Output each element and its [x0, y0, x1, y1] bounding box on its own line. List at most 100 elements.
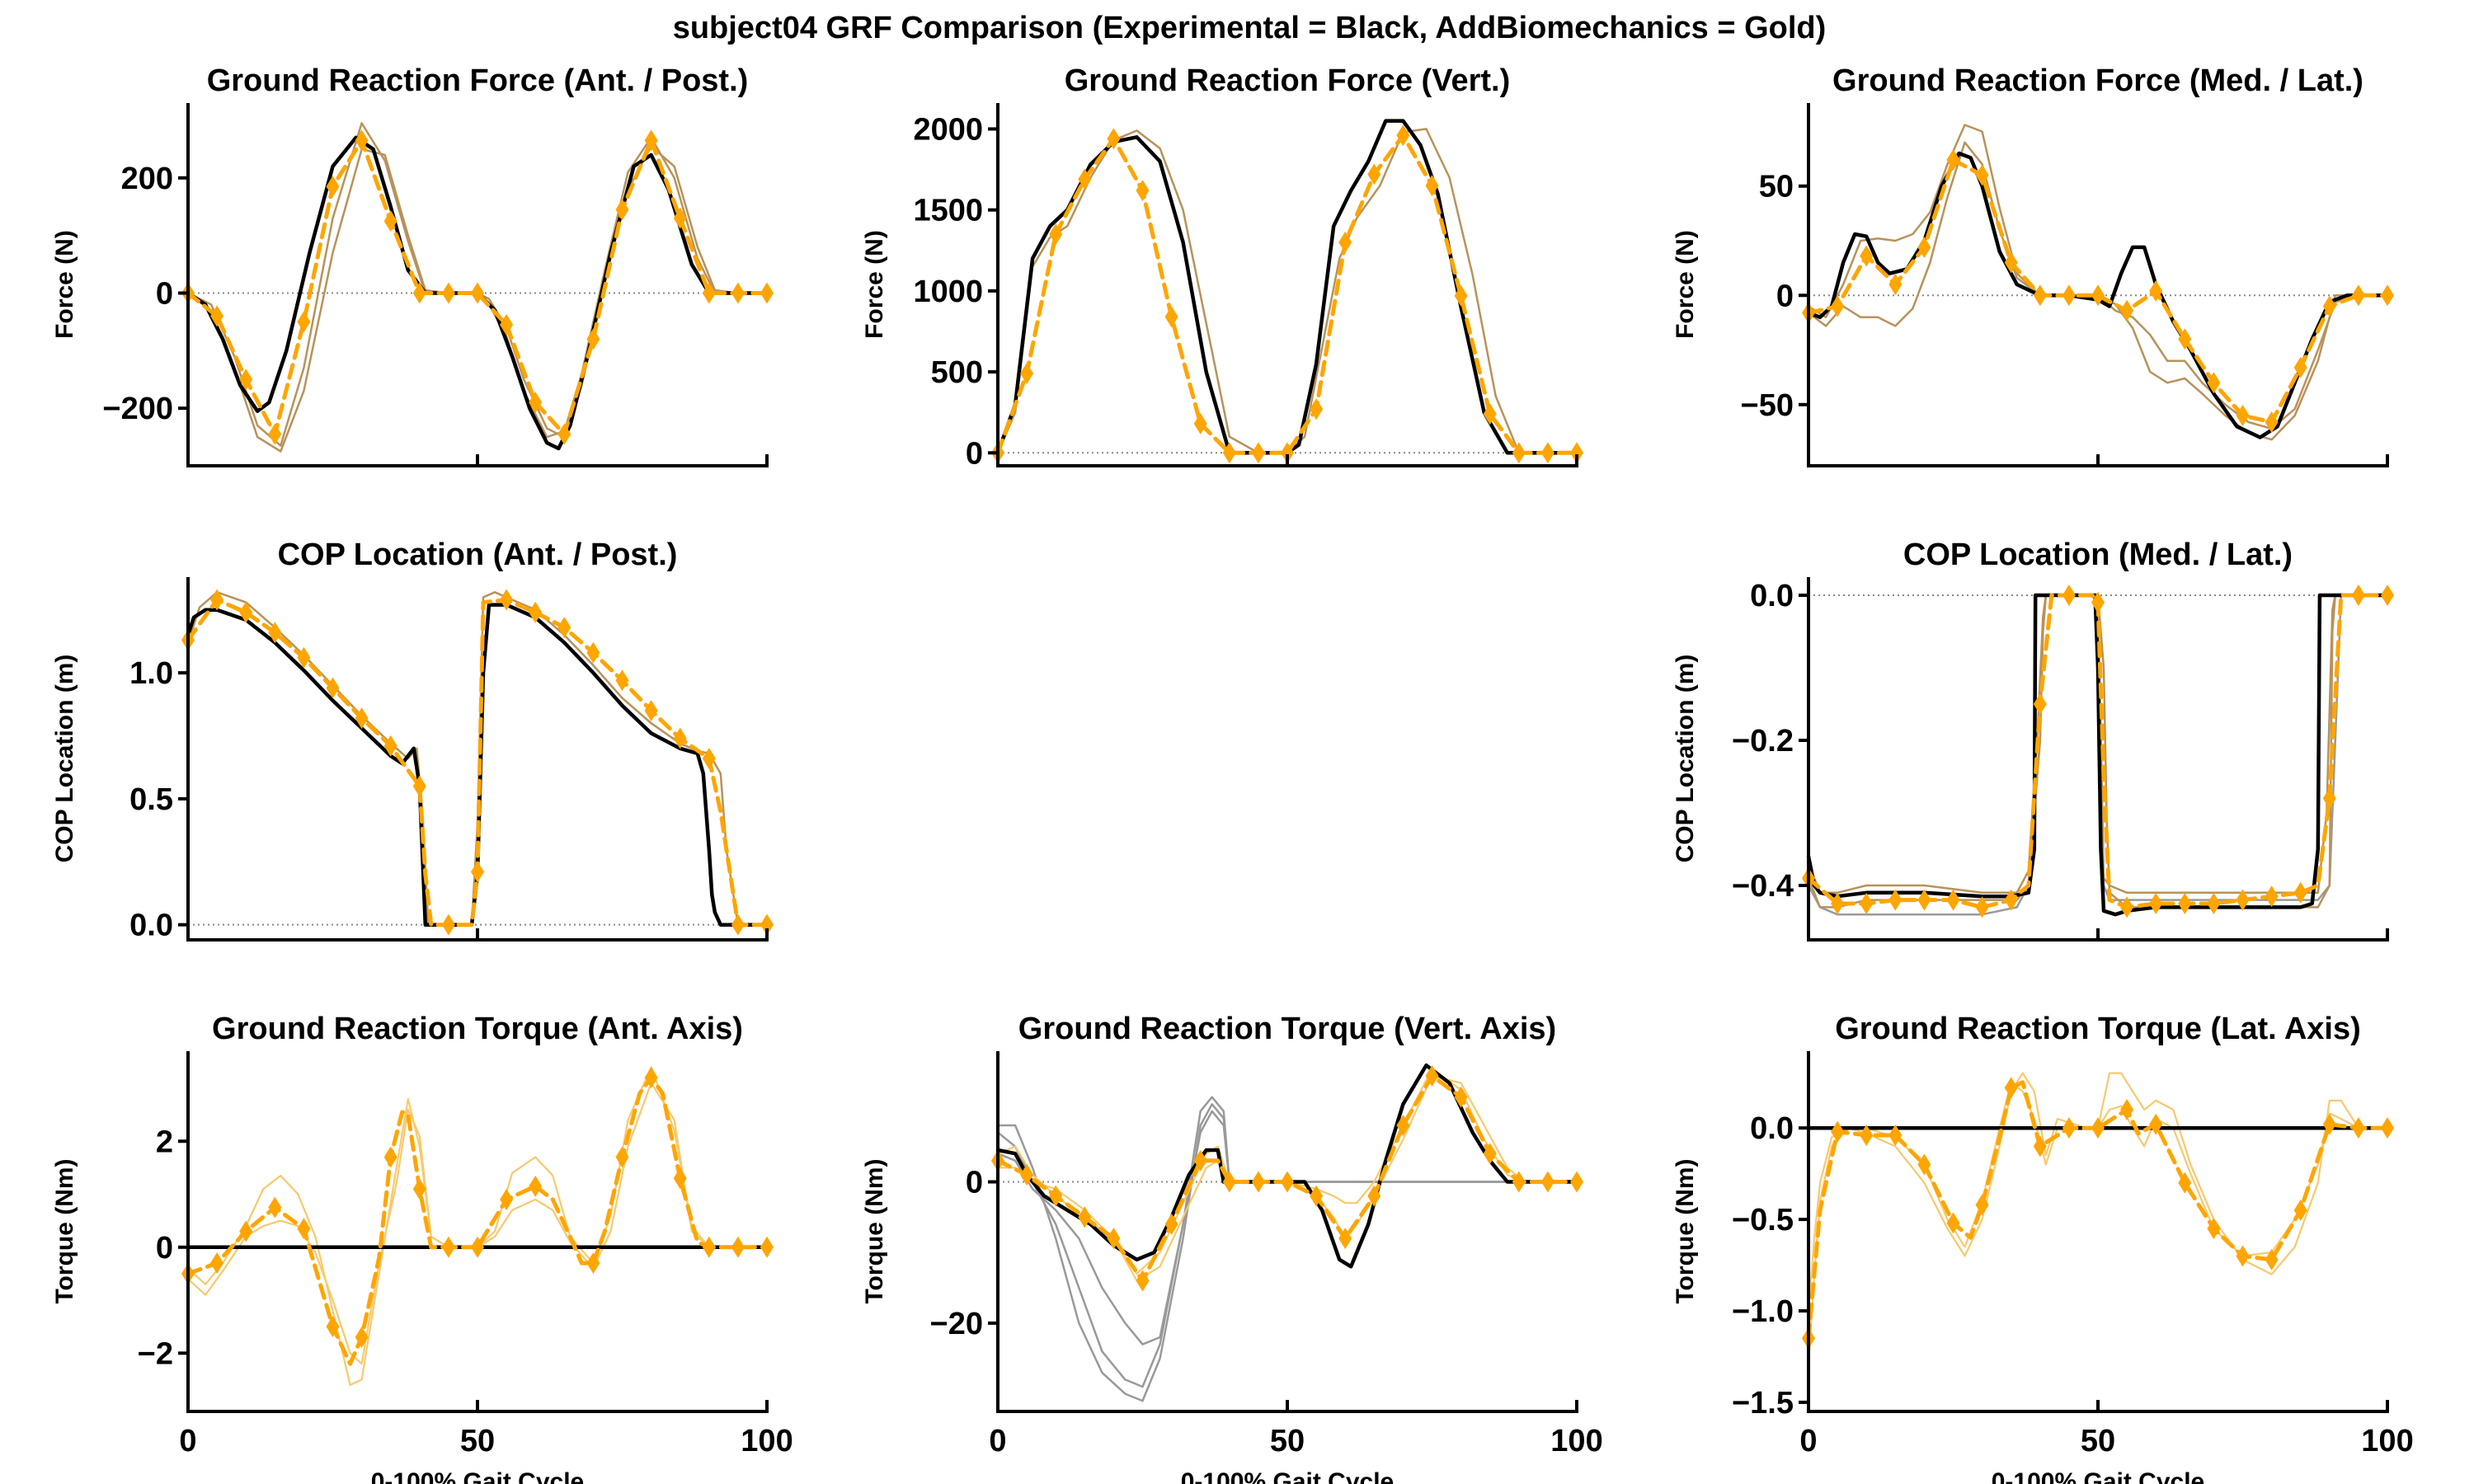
mean-marker: [500, 589, 514, 611]
mean-marker: [2033, 693, 2047, 715]
mean-marker: [1020, 1163, 1034, 1186]
y-axis-label: Force (N): [51, 230, 78, 339]
mean-marker: [500, 313, 514, 336]
panel-title: Ground Reaction Force (Ant. / Post.): [207, 63, 749, 98]
mean-marker: [586, 328, 600, 350]
y-tick-label: 1.0: [129, 656, 173, 691]
mean-marker: [1570, 1171, 1583, 1193]
mean-marker: [355, 129, 369, 152]
mean-marker: [2178, 1172, 2192, 1194]
mean-marker: [702, 282, 716, 304]
mean-marker: [1396, 1114, 1410, 1136]
panel-title: Ground Reaction Force (Med. / Lat.): [1832, 63, 2363, 98]
mean-marker: [1975, 164, 1989, 186]
mean-marker: [268, 423, 282, 445]
panel-title: Ground Reaction Torque (Lat. Axis): [1835, 1012, 2361, 1046]
x-axis-label: 0-100% Gait Cycle: [371, 1468, 584, 1484]
x-axis-label: 0-100% Gait Cycle: [1992, 1468, 2204, 1484]
mean-marker: [1193, 412, 1207, 434]
mean-marker: [2265, 1248, 2279, 1270]
mean-marker: [1078, 168, 1092, 190]
y-tick-label: 0.0: [129, 909, 173, 943]
y-axis-label: Torque (Nm): [861, 1158, 888, 1303]
mean-marker: [2178, 893, 2192, 914]
y-tick-label: 0.0: [1750, 579, 1794, 613]
mean-marker: [1454, 284, 1468, 307]
panel-torque-lat: Ground Reaction Torque (Lat. Axis) Torque…: [1672, 1012, 2414, 1484]
y-axis-label: Force (N): [861, 230, 888, 339]
mean-marker: [1367, 1185, 1381, 1207]
mean-marker: [239, 1220, 253, 1242]
panel-grf-ml: Ground Reaction Force (Med. / Lat.) Force…: [1672, 63, 2394, 467]
y-tick-label: 0: [966, 436, 983, 471]
mean-marker: [355, 1327, 369, 1349]
mean-marker: [1136, 1270, 1150, 1292]
mean-marker: [2091, 1117, 2105, 1139]
mean-marker: [2236, 405, 2250, 427]
mean-marker: [2091, 284, 2105, 307]
mean-marker: [1251, 1171, 1265, 1193]
mean-marker: [557, 423, 571, 445]
y-tick-label: −200: [102, 392, 173, 426]
mean-marker: [1888, 274, 1903, 295]
mean-marker: [1193, 1149, 1207, 1172]
mean-marker: [441, 913, 455, 936]
mean-marker: [1396, 124, 1410, 147]
mean-marker: [1540, 442, 1554, 464]
y-tick-label: −2: [138, 1336, 173, 1371]
y-axis-label: Torque (Nm): [51, 1158, 78, 1303]
x-tick-label: 50: [460, 1424, 495, 1458]
mean-marker: [1164, 1213, 1178, 1235]
mean-marker: [1888, 1125, 1903, 1147]
mean-marker: [2236, 889, 2250, 911]
x-tick-label: 0: [1799, 1424, 1817, 1458]
mean-marker: [673, 207, 687, 229]
mean-marker: [2062, 585, 2076, 606]
y-tick-label: 50: [1759, 170, 1794, 204]
mean-marker: [673, 1167, 687, 1190]
mean-marker: [1425, 1064, 1439, 1087]
mean-marker: [1251, 442, 1265, 464]
y-tick-label: 2000: [913, 112, 983, 147]
mean-marker: [1831, 1120, 1845, 1143]
mean-marker: [615, 199, 629, 221]
y-tick-label: 0: [156, 1231, 173, 1266]
mean-marker: [2120, 1098, 2134, 1120]
mean-marker: [673, 727, 687, 749]
series-line-experimental: [995, 1063, 1579, 1269]
mean-marker: [471, 861, 484, 883]
mean-marker: [2293, 881, 2307, 904]
mean-marker: [297, 1218, 311, 1240]
series-line-mean: [186, 598, 769, 928]
mean-marker: [731, 282, 745, 304]
y-axis-label: Torque (Nm): [1672, 1158, 1699, 1303]
mean-marker: [2062, 284, 2076, 307]
mean-marker: [644, 129, 658, 152]
y-tick-label: 0.5: [129, 782, 173, 817]
mean-marker: [268, 1196, 282, 1219]
mean-marker: [1136, 180, 1150, 202]
mean-marker: [1020, 363, 1034, 385]
mean-marker: [1338, 1228, 1352, 1250]
mean-marker: [2178, 328, 2192, 350]
panel-torque-ant: Ground Reaction Torque (Ant. Axis) Torque…: [51, 1012, 793, 1484]
mean-marker: [2322, 787, 2336, 810]
mean-marker: [1860, 893, 1874, 914]
mean-marker: [557, 617, 571, 639]
mean-marker: [2207, 372, 2221, 394]
x-tick-label: 100: [1550, 1424, 1602, 1458]
mean-marker: [1107, 1228, 1121, 1250]
y-tick-label: 0: [966, 1166, 983, 1200]
mean-marker: [586, 1252, 600, 1275]
mean-marker: [760, 282, 774, 304]
mean-marker: [471, 282, 484, 304]
mean-marker: [2149, 1113, 2163, 1135]
mean-marker: [2207, 893, 2221, 914]
mean-marker: [1338, 231, 1352, 253]
mean-marker: [529, 601, 543, 623]
mean-marker: [2120, 896, 2134, 918]
mean-marker: [1831, 893, 1845, 914]
mean-marker: [2033, 284, 2047, 307]
mean-marker: [1281, 1171, 1294, 1193]
panel-grf-vert: Ground Reaction Force (Vert.) Force (N) 0 5…: [861, 63, 1583, 471]
